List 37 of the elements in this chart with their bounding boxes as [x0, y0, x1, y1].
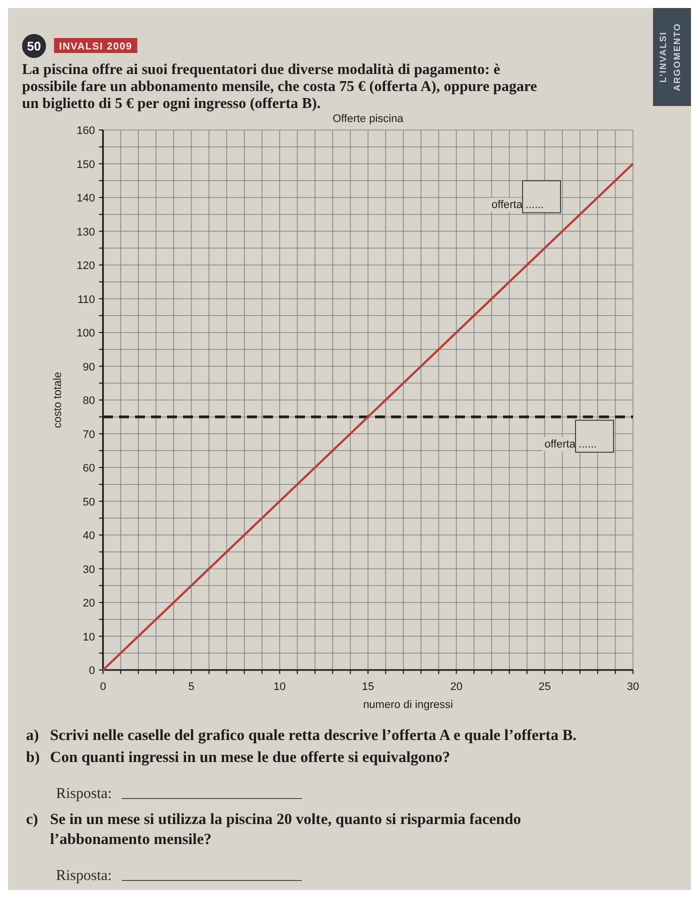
y-tick-label: 100 [76, 328, 95, 340]
text: 50 [27, 40, 41, 54]
y-tick-label: 80 [82, 395, 95, 407]
text: b) Con quanti ingressi in un mese le due offerte si equivalgono? [26, 749, 450, 766]
x-tick-label: 20 [450, 681, 462, 693]
x-tick-label: 0 [100, 681, 106, 693]
y-tick-label: 70 [82, 428, 95, 441]
y-tick-label: 110 [77, 294, 95, 306]
y-tick-label: 0 [88, 665, 95, 677]
y-axis-title: costo totale [52, 372, 64, 428]
y-tick-label: 130 [76, 226, 95, 238]
y-tick-label: 20 [82, 598, 95, 610]
text: L’INVALSI [658, 31, 668, 83]
y-tick-label: 90 [82, 361, 95, 374]
text: Risposta: [56, 868, 112, 884]
chart-title: Offerte piscina [332, 113, 404, 125]
y-tick-label: 10 [82, 631, 95, 644]
y-tick-label: 40 [82, 530, 95, 542]
y-tick-label: 50 [82, 496, 95, 508]
x-tick-label: 5 [188, 681, 194, 693]
y-tick-label: 30 [82, 564, 95, 576]
text: a) Scrivi nelle caselle del grafico quale retta descrive l’offerta A e quale l’offerta B. [26, 727, 577, 744]
y-tick-label: 140 [76, 192, 95, 204]
y-tick-label: 150 [76, 158, 95, 171]
x-tick-label: 25 [538, 681, 551, 693]
y-tick-label: 120 [76, 260, 95, 272]
y-tick-label: 60 [82, 462, 95, 474]
text: INVALSI 2009 [59, 42, 132, 52]
text: ARGOMENTO [672, 22, 682, 92]
text: c) Se in un mese si utilizza la piscina 20 volte, quanto si risparmia facendo l’abbonamento mensile? [26, 811, 522, 848]
x-axis-title: numero di ingressi [363, 699, 453, 711]
x-tick-label: 15 [362, 681, 374, 693]
text: Risposta: [56, 786, 112, 802]
x-tick-label: 30 [626, 681, 640, 693]
x-tick-label: 10 [274, 681, 286, 693]
y-tick-label: 160 [76, 125, 95, 137]
text: La piscina offre ai suoi frequentatori due diverse modalità di pagamento: è possibile fare un abbonamento mensile, che costa 75 € (offerta A), oppure pagare un biglietto di 5 € per ogni ingresso (offerta B). [22, 62, 538, 112]
